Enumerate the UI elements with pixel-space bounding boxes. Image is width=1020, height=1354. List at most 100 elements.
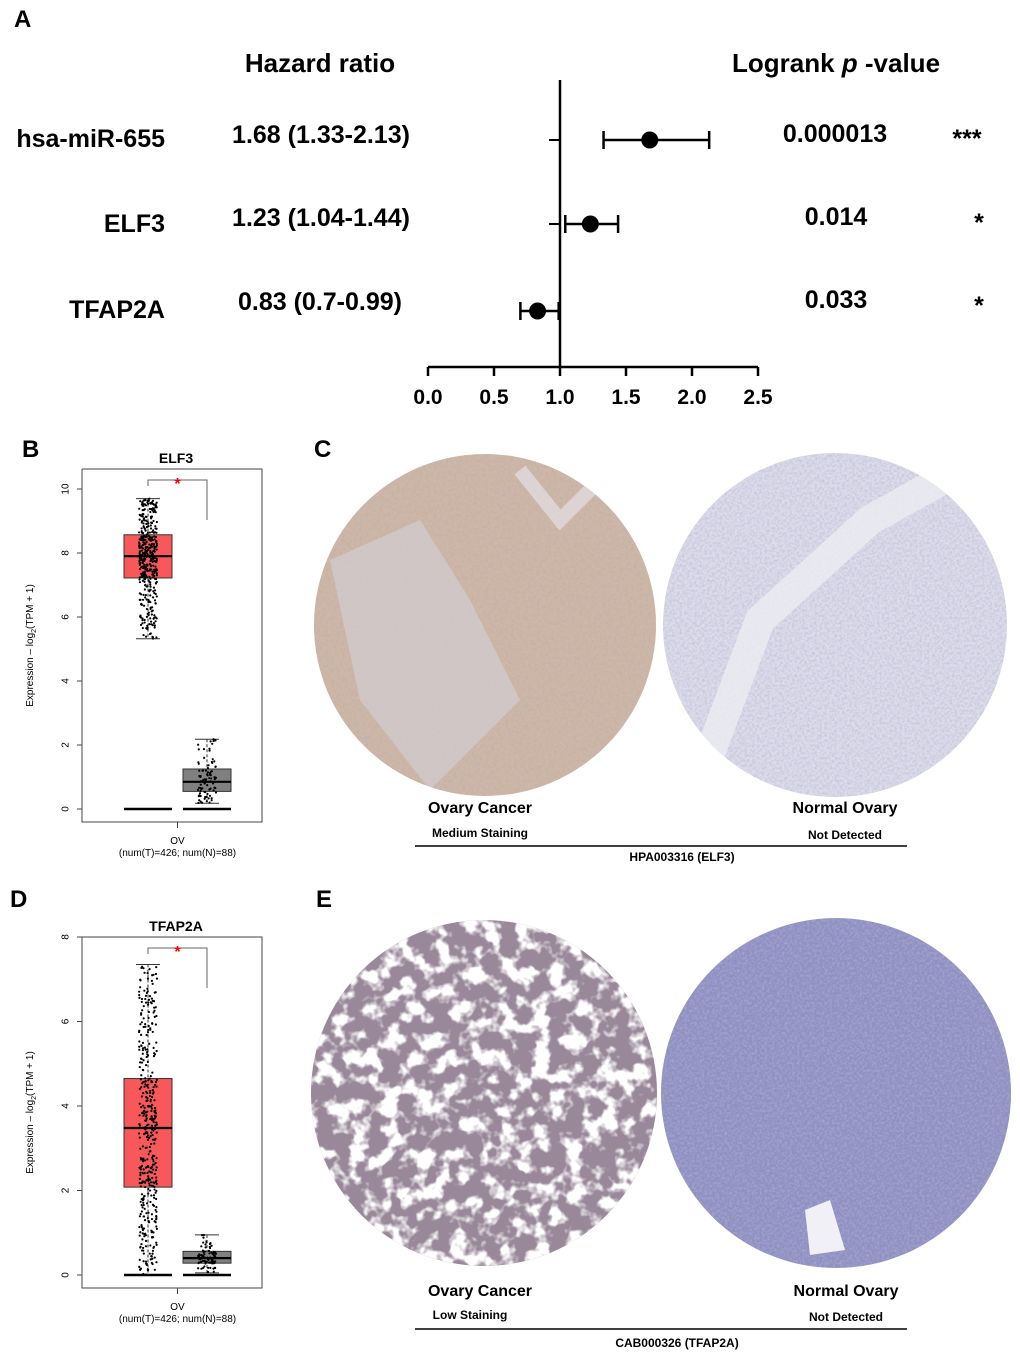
jitter-point [155, 1206, 158, 1209]
jitter-point [140, 1000, 143, 1004]
jitter-point [141, 561, 144, 565]
jitter-point [146, 990, 149, 993]
jitter-point [140, 1204, 143, 1207]
jitter-point [151, 576, 154, 579]
jitter-point [149, 537, 152, 540]
jitter-point [146, 531, 150, 534]
jitter-point [138, 1177, 141, 1180]
jitter-point [153, 1142, 156, 1145]
jitter-point [153, 1083, 157, 1087]
jitter-point [140, 553, 144, 557]
jitter-point [141, 1041, 145, 1044]
hr-point [581, 215, 599, 233]
jitter-point [155, 636, 158, 639]
jitter-point [214, 739, 217, 742]
elf3-boxplot: ELF3 0 2 4 6 8 10 Expression – log2(TPM + 1) * OV… [25, 450, 263, 859]
jitter-point [150, 1217, 154, 1221]
jitter-point [153, 599, 157, 602]
jitter-point [151, 536, 154, 539]
normal-ovary-elf3-image [663, 453, 1007, 797]
jitter-point [147, 1136, 151, 1139]
jitter-point [144, 1083, 147, 1086]
jitter-point [140, 1012, 143, 1015]
jitter-point [142, 1215, 146, 1218]
jitter-point [151, 1163, 154, 1166]
jitter-point [145, 598, 148, 601]
jitter-point [144, 1025, 147, 1028]
jitter-point [147, 522, 150, 525]
jitter-point [212, 1267, 215, 1270]
jitter-point [138, 1132, 141, 1135]
jitter-point [151, 1022, 154, 1025]
jitter-point [155, 1189, 158, 1192]
jitter-point [140, 1021, 143, 1024]
jitter-point [150, 1109, 153, 1113]
jitter-point [155, 1182, 158, 1186]
jitter-point [150, 544, 153, 547]
jitter-point [154, 511, 157, 514]
jitter-point [151, 538, 154, 542]
jitter-point [149, 1135, 152, 1138]
jitter-point [138, 990, 141, 993]
jitter-point [138, 581, 142, 584]
jitter-point [144, 1233, 147, 1237]
jitter-point [154, 531, 157, 534]
jitter-point [151, 555, 154, 558]
jitter-point [152, 586, 156, 589]
jitter-point [139, 1185, 142, 1188]
jitter-point [152, 1194, 156, 1197]
jitter-point [208, 749, 211, 752]
jitter-point [139, 1168, 142, 1171]
jitter-point [144, 1166, 148, 1169]
jitter-point [138, 1124, 142, 1127]
jitter-point [143, 527, 147, 530]
jitter-point [142, 504, 145, 507]
jitter-point [139, 1212, 142, 1216]
jitter-point [205, 800, 208, 803]
jitter-point [143, 618, 146, 622]
jitter-point [144, 584, 147, 587]
jitter-point [140, 1074, 143, 1077]
x-axis-label: OV [170, 1302, 185, 1313]
jitter-point [151, 1184, 155, 1188]
jitter-point [152, 573, 155, 576]
jitter-point [138, 507, 141, 510]
jitter-point [152, 617, 155, 620]
jitter-point [202, 1255, 205, 1258]
jitter-point [150, 1107, 153, 1110]
jitter-point [149, 559, 152, 563]
jitter-point [142, 525, 145, 528]
jitter-point [148, 1150, 151, 1153]
jitter-point [138, 559, 141, 563]
jitter-point [199, 1261, 203, 1264]
x-axis-sublabel: (num(T)=426; num(N)=88) [119, 848, 236, 859]
jitter-point [138, 513, 141, 516]
jitter-point [152, 1086, 155, 1089]
jitter-point [146, 1158, 149, 1161]
jitter-point [146, 1048, 149, 1051]
jitter-point [139, 1200, 142, 1203]
jitter-point [155, 1085, 158, 1088]
jitter-point [142, 554, 145, 558]
jitter-point [145, 522, 148, 526]
jitter-point [155, 1261, 158, 1264]
jitter-point [198, 799, 201, 802]
jitter-point [140, 966, 143, 969]
x-tick-label: 0.0 [413, 386, 442, 409]
jitter-point [138, 1182, 141, 1185]
jitter-point [155, 542, 158, 545]
jitter-point [151, 1030, 154, 1034]
jitter-point [141, 1047, 145, 1050]
jitter-point [149, 551, 152, 554]
jitter-point [142, 1104, 145, 1107]
jitter-point [204, 1262, 207, 1265]
jitter-point [155, 1214, 158, 1218]
jitter-point [145, 1055, 148, 1059]
jitter-point [138, 1102, 141, 1105]
jitter-point [143, 1159, 147, 1162]
jitter-point [143, 499, 146, 502]
jitter-point [144, 1132, 147, 1135]
jitter-point [214, 791, 218, 794]
jitter-point [146, 624, 149, 627]
jitter-point [147, 502, 150, 505]
